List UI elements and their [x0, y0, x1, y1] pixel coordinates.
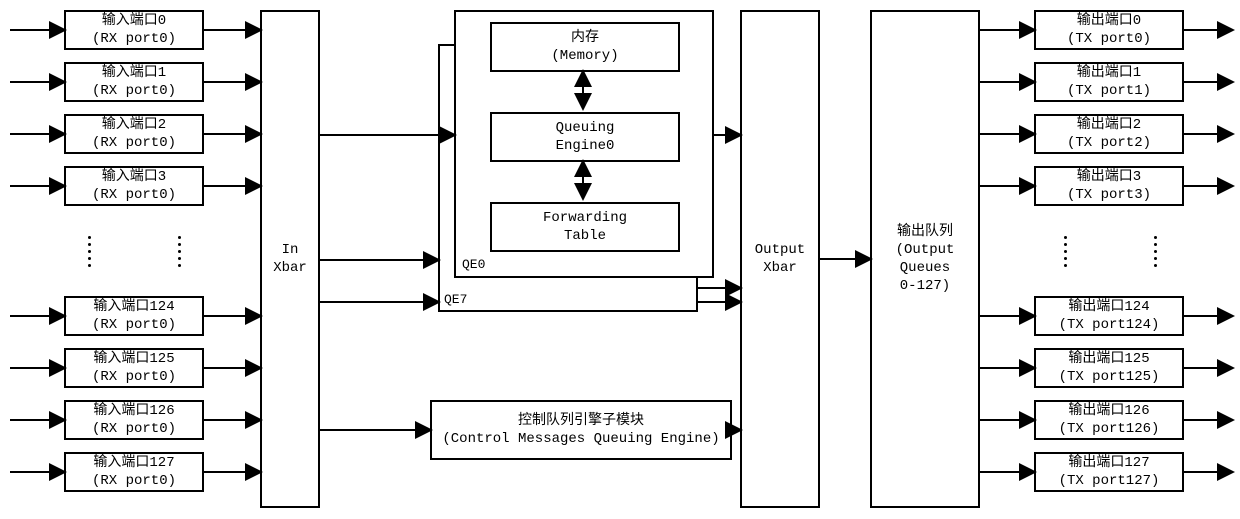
rx-port-2: 输入端口2 (RX port0)	[64, 114, 204, 154]
ctrl-queue: 控制队列引擎子模块 (Control Messages Queuing Engi…	[430, 400, 732, 460]
qe-front: 内存 (Memory) Queuing Engine0 Forwarding T…	[454, 10, 714, 278]
tx-port-125: 输出端口125 (TX port125)	[1034, 348, 1184, 388]
rx-port-1-l2: (RX port0)	[92, 82, 176, 100]
tx-port-125-l1: 输出端口125	[1068, 350, 1149, 368]
tx-port-127-l2: (TX port127)	[1059, 472, 1160, 490]
tx-port-126-l2: (TX port126)	[1059, 420, 1160, 438]
rx-port-1: 输入端口1 (RX port0)	[64, 62, 204, 102]
tx-port-124: 输出端口124 (TX port124)	[1034, 296, 1184, 336]
rx-port-3: 输入端口3 (RX port0)	[64, 166, 204, 206]
rx-port-125: 输入端口125 (RX port0)	[64, 348, 204, 388]
tx-port-1: 输出端口1 (TX port1)	[1034, 62, 1184, 102]
tx-dots-right	[1154, 226, 1157, 276]
rx-port-0: 输入端口0 (RX port0)	[64, 10, 204, 50]
rx-dots-right	[178, 226, 181, 276]
ctrl-queue-l1: 控制队列引擎子模块	[518, 412, 644, 430]
out-queues-l4: 0-127)	[900, 277, 950, 295]
qe-fwd-l1: Forwarding	[543, 209, 627, 227]
rx-port-0-l1: 输入端口0	[102, 12, 166, 30]
tx-port-2-l1: 输出端口2	[1077, 116, 1141, 134]
out-queues-l2: (Output	[896, 241, 955, 259]
tx-port-124-l2: (TX port124)	[1059, 316, 1160, 334]
rx-port-1-l1: 输入端口1	[102, 64, 166, 82]
rx-port-126: 输入端口126 (RX port0)	[64, 400, 204, 440]
out-xbar-l1: Output	[755, 241, 805, 259]
out-queues-l1: 输出队列	[897, 223, 953, 241]
out-queues: 输出队列 (Output Queues 0-127)	[870, 10, 980, 508]
qe-back-label: QE7	[444, 292, 467, 307]
rx-port-126-l2: (RX port0)	[92, 420, 176, 438]
rx-port-127-l2: (RX port0)	[92, 472, 176, 490]
rx-port-3-l2: (RX port0)	[92, 186, 176, 204]
rx-port-125-l1: 输入端口125	[93, 350, 174, 368]
tx-port-0-l1: 输出端口0	[1077, 12, 1141, 30]
qe-fwd: Forwarding Table	[490, 202, 680, 252]
in-xbar-l2: Xbar	[273, 259, 307, 277]
qe-memory-l1: 内存	[571, 29, 599, 47]
rx-port-2-l2: (RX port0)	[92, 134, 176, 152]
out-queues-l3: Queues	[900, 259, 950, 277]
rx-port-125-l2: (RX port0)	[92, 368, 176, 386]
out-xbar-l2: Xbar	[763, 259, 797, 277]
tx-port-2: 输出端口2 (TX port2)	[1034, 114, 1184, 154]
in-xbar-l1: In	[282, 241, 299, 259]
rx-dots-left	[88, 226, 91, 276]
tx-port-125-l2: (TX port125)	[1059, 368, 1160, 386]
tx-port-124-l1: 输出端口124	[1068, 298, 1149, 316]
qe-memory-l2: (Memory)	[551, 47, 618, 65]
qe-front-label: QE0	[462, 257, 485, 274]
qe-queuing-l2: Engine0	[556, 137, 615, 155]
tx-port-3-l2: (TX port3)	[1067, 186, 1151, 204]
tx-port-3: 输出端口3 (TX port3)	[1034, 166, 1184, 206]
tx-port-126-l1: 输出端口126	[1068, 402, 1149, 420]
rx-port-2-l1: 输入端口2	[102, 116, 166, 134]
qe-fwd-l2: Table	[564, 227, 606, 245]
rx-port-127: 输入端口127 (RX port0)	[64, 452, 204, 492]
in-xbar: In Xbar	[260, 10, 320, 508]
tx-port-1-l1: 输出端口1	[1077, 64, 1141, 82]
rx-port-0-l2: (RX port0)	[92, 30, 176, 48]
tx-dots-left	[1064, 226, 1067, 276]
rx-port-126-l1: 输入端口126	[93, 402, 174, 420]
tx-port-127-l1: 输出端口127	[1068, 454, 1149, 472]
rx-port-124-l1: 输入端口124	[93, 298, 174, 316]
tx-port-126: 输出端口126 (TX port126)	[1034, 400, 1184, 440]
tx-port-2-l2: (TX port2)	[1067, 134, 1151, 152]
out-xbar: Output Xbar	[740, 10, 820, 508]
qe-memory: 内存 (Memory)	[490, 22, 680, 72]
tx-port-0-l2: (TX port0)	[1067, 30, 1151, 48]
rx-port-127-l1: 输入端口127	[93, 454, 174, 472]
rx-port-124: 输入端口124 (RX port0)	[64, 296, 204, 336]
tx-port-127: 输出端口127 (TX port127)	[1034, 452, 1184, 492]
rx-port-124-l2: (RX port0)	[92, 316, 176, 334]
tx-port-3-l1: 输出端口3	[1077, 168, 1141, 186]
tx-port-1-l2: (TX port1)	[1067, 82, 1151, 100]
tx-port-0: 输出端口0 (TX port0)	[1034, 10, 1184, 50]
qe-queuing-l1: Queuing	[556, 119, 615, 137]
rx-port-3-l1: 输入端口3	[102, 168, 166, 186]
qe-queuing: Queuing Engine0	[490, 112, 680, 162]
ctrl-queue-l2: (Control Messages Queuing Engine)	[442, 430, 719, 448]
